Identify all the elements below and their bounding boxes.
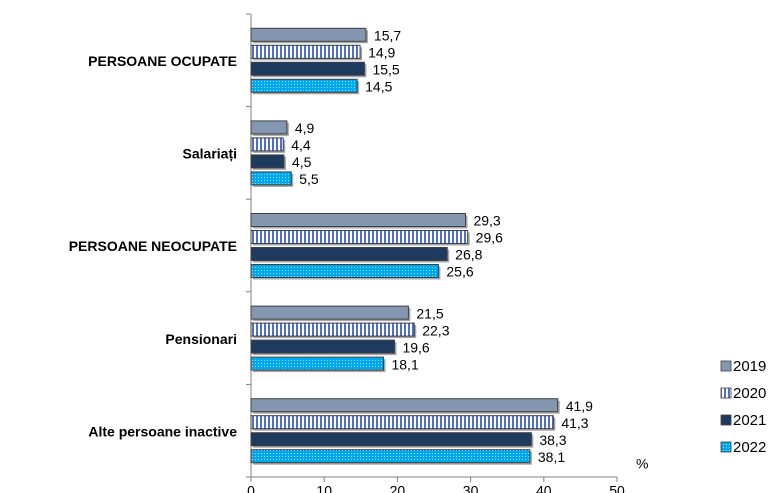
category-label: PERSOANE NEOCUPATE xyxy=(69,238,237,254)
bar xyxy=(250,154,285,169)
bar xyxy=(250,264,439,278)
value-label: 4,9 xyxy=(295,120,315,136)
value-label: 26,8 xyxy=(455,247,482,263)
legend-label: 2021 xyxy=(733,412,766,429)
value-label: 29,3 xyxy=(473,213,500,229)
bar xyxy=(250,415,554,430)
x-tick-label: 30 xyxy=(463,483,479,493)
bar xyxy=(250,44,361,59)
x-tick-label: 50 xyxy=(609,483,625,493)
legend-label: 2020 xyxy=(733,385,766,402)
bar xyxy=(250,449,531,464)
bar xyxy=(250,171,292,186)
bar xyxy=(250,322,415,337)
value-label: 14,5 xyxy=(365,79,392,95)
bar xyxy=(250,230,469,244)
x-tick-label: 10 xyxy=(316,483,332,493)
bar xyxy=(250,339,395,354)
x-tick-label: 0 xyxy=(247,483,255,493)
legend-swatch xyxy=(720,414,732,426)
legend-swatch xyxy=(720,441,732,453)
value-label: 21,5 xyxy=(416,305,443,321)
category-label: Pensionari xyxy=(165,331,237,347)
bar xyxy=(250,398,559,413)
value-label: 14,9 xyxy=(368,45,395,61)
category-label: Alte persoane inactive xyxy=(88,423,237,439)
value-label: 41,9 xyxy=(566,398,593,414)
value-label: 4,4 xyxy=(291,137,311,153)
value-label: 29,6 xyxy=(476,230,503,246)
x-tick-label: 20 xyxy=(390,483,406,493)
legend-label: 2022 xyxy=(733,439,766,456)
bar xyxy=(250,137,284,152)
bar xyxy=(250,27,367,42)
value-label: 4,5 xyxy=(292,154,312,170)
bar xyxy=(250,356,384,371)
value-label: 15,5 xyxy=(372,62,399,78)
bar xyxy=(250,61,365,76)
x-axis-label: % xyxy=(636,456,648,472)
value-label: 18,1 xyxy=(391,356,418,372)
value-label: 19,6 xyxy=(402,339,429,355)
value-label: 15,7 xyxy=(374,28,401,44)
value-label: 38,3 xyxy=(539,432,566,448)
bar xyxy=(250,432,532,447)
legend-label: 2019 xyxy=(733,358,766,375)
legend-swatch xyxy=(720,387,732,399)
value-label: 22,3 xyxy=(422,322,449,338)
bar xyxy=(250,120,288,135)
bar xyxy=(250,213,466,227)
category-label: PERSOANE OCUPATE xyxy=(88,53,237,69)
value-label: 25,6 xyxy=(446,264,473,280)
value-label: 5,5 xyxy=(299,171,319,187)
bar xyxy=(250,305,409,320)
value-label: 38,1 xyxy=(538,449,565,465)
bar xyxy=(250,247,448,261)
legend-swatch xyxy=(720,360,732,372)
x-tick-label: 40 xyxy=(536,483,552,493)
value-label: 41,3 xyxy=(561,415,588,431)
category-label: Salariați xyxy=(183,146,237,162)
bar xyxy=(250,78,358,93)
